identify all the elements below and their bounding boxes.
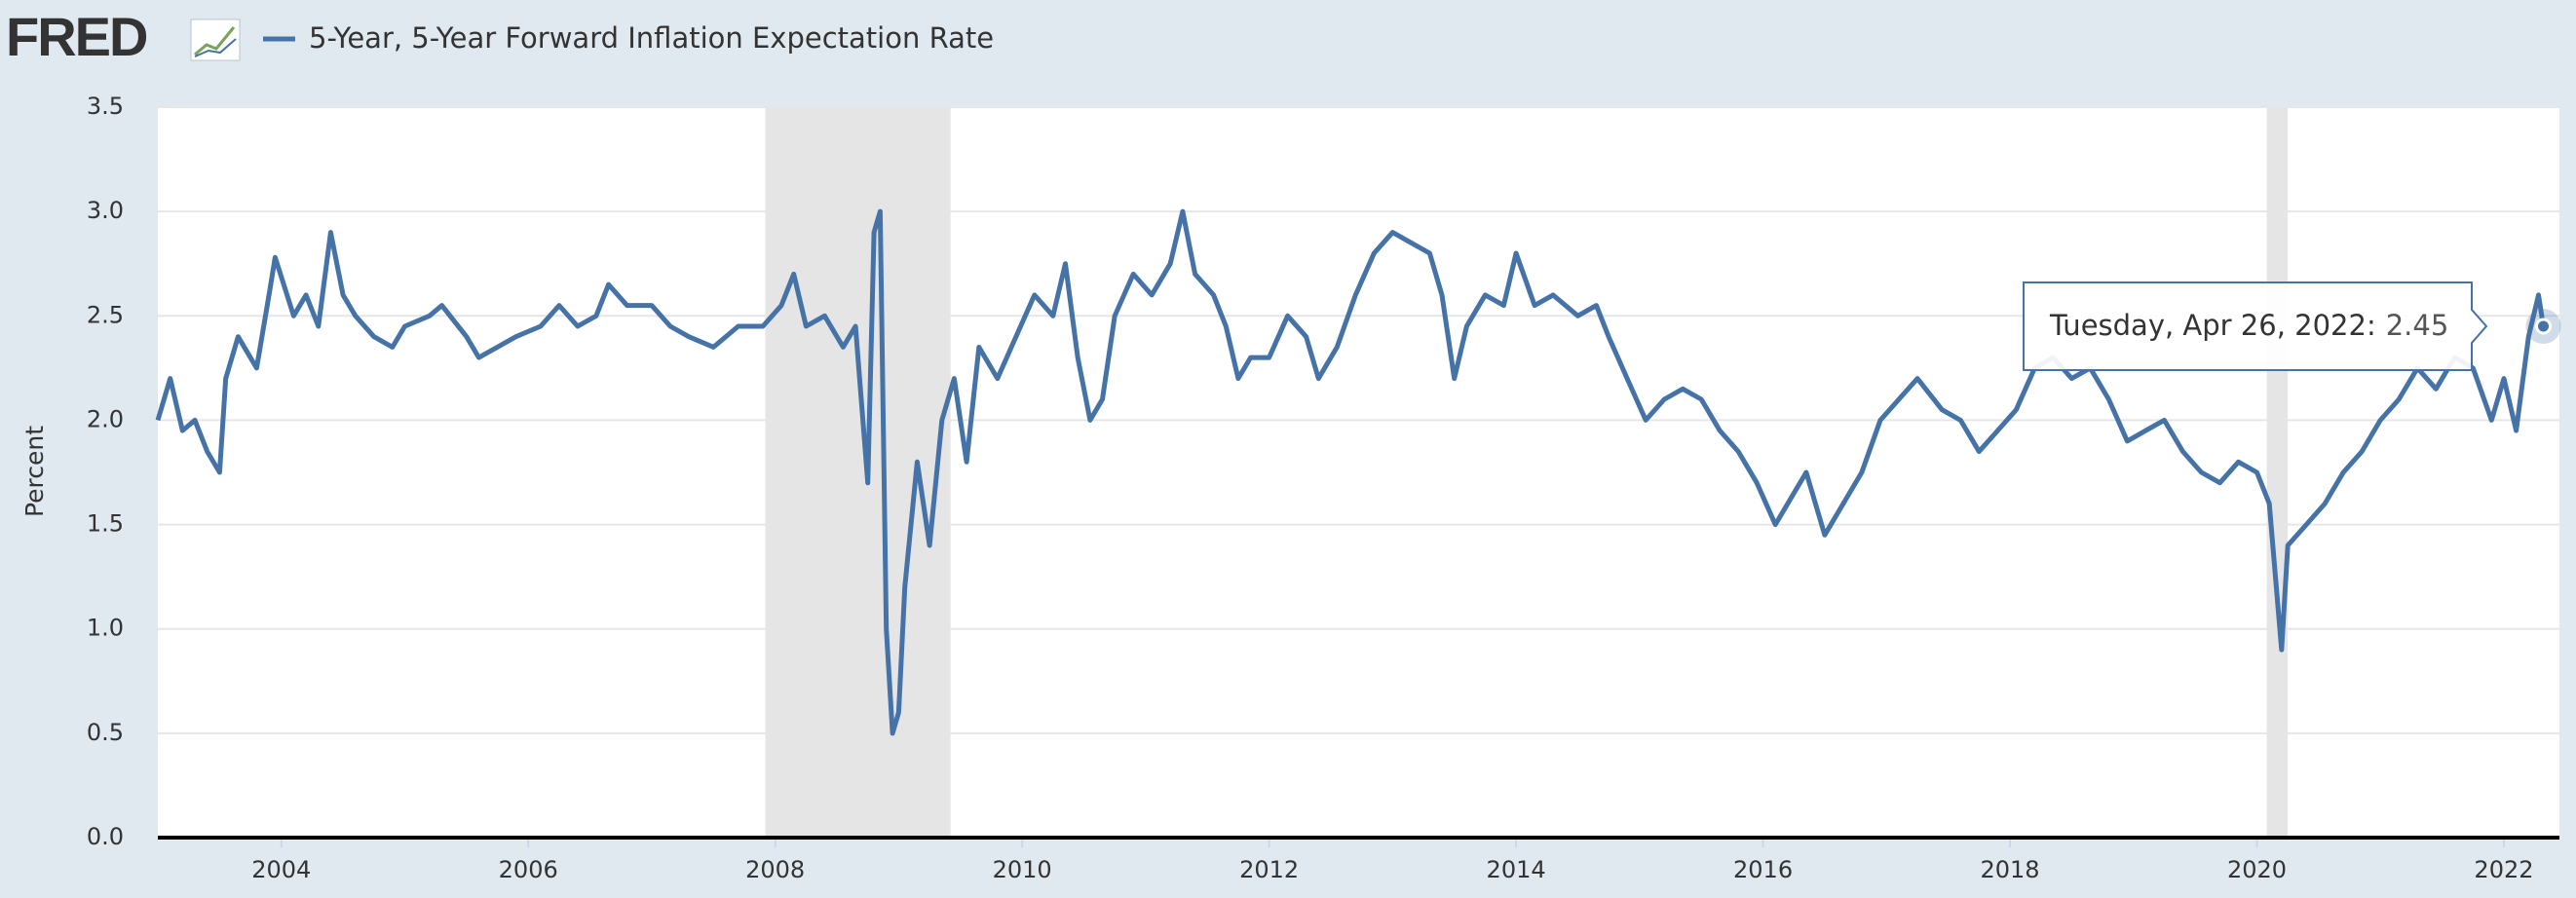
hover-point [2535,318,2553,335]
y-tick-label: 1.5 [87,510,124,538]
x-tick-label: 2004 [251,856,311,883]
y-tick-label: 0.0 [87,823,124,850]
legend-label[interactable]: 5-Year, 5-Year Forward Inflation Expecta… [309,21,994,55]
y-axis-label: Percent [20,426,49,517]
y-tick-label: 3.5 [87,93,124,120]
recession-band [2266,107,2289,838]
y-tick-label: 1.0 [87,615,124,642]
y-tick-label: 2.0 [87,405,124,432]
x-tick-label: 2010 [993,856,1052,883]
x-tick-label: 2012 [1239,856,1299,883]
x-tick-label: 2020 [2227,856,2287,883]
x-tick-label: 2008 [745,856,805,883]
y-tick-label: 2.5 [87,301,124,328]
x-tick-label: 2016 [1733,856,1793,883]
x-tick-label: 2014 [1487,856,1546,883]
tooltip-date: Tuesday, Apr 26, 2022: [2049,309,2376,342]
logo-icon [190,19,241,61]
y-tick-label: 0.5 [87,719,124,746]
series-line [155,208,2546,736]
plot-area [158,107,2559,838]
recession-band [765,107,951,838]
x-tick-label: 2018 [1980,856,2039,883]
tooltip-text: Tuesday, Apr 26, 2022: 2.45 [2049,309,2448,342]
logo[interactable]: FRED [6,6,149,67]
y-tick-label: 3.0 [87,197,124,224]
tooltip-box [2023,281,2488,371]
x-tick-label: 2022 [2474,856,2533,883]
tooltip-value: 2.45 [2386,309,2449,342]
x-tick-label: 2006 [499,856,558,883]
